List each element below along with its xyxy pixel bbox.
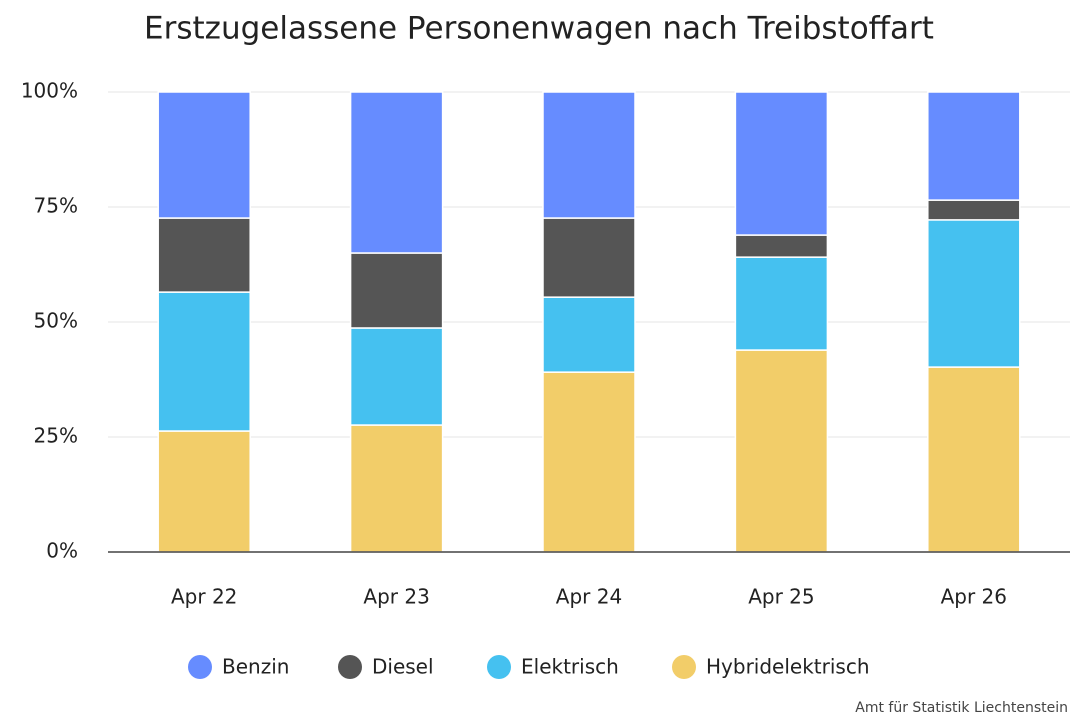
bar-segment [927, 366, 1021, 553]
bar-segment [157, 291, 251, 432]
legend-label: Hybridelektrisch [706, 655, 870, 679]
x-tick-label: Apr 23 [363, 585, 429, 609]
x-tick-label: Apr 26 [941, 585, 1007, 609]
legend-marker [672, 655, 696, 679]
x-tick-label: Apr 25 [748, 585, 814, 609]
bar-segment [734, 234, 829, 258]
bar-segment [542, 91, 636, 219]
bar-segment [542, 296, 636, 373]
y-tick-label: 0% [46, 539, 78, 563]
bar-segment [157, 430, 251, 553]
y-tick-label: 75% [34, 194, 78, 218]
y-tick-label: 100% [21, 79, 78, 103]
bar-segment [349, 424, 444, 553]
x-tick-label: Apr 24 [556, 585, 622, 609]
chart-title: Erstzugelassene Personenwagen nach Treib… [144, 11, 934, 47]
y-tick-label: 50% [34, 309, 78, 333]
bar-segment [542, 217, 636, 298]
x-tick-label: Apr 22 [171, 585, 237, 609]
bar-segment [734, 91, 829, 236]
bar-segment [927, 219, 1021, 368]
bar-segment [542, 371, 636, 553]
bar-segment [349, 91, 444, 254]
legend-marker [338, 655, 362, 679]
y-tick-label: 25% [34, 424, 78, 448]
bar-segment [927, 91, 1021, 201]
bar-segment [734, 256, 829, 351]
legend-label: Diesel [372, 655, 434, 679]
bar-segment [157, 217, 251, 293]
bar-segment [349, 327, 444, 426]
legend-label: Elektrisch [521, 655, 619, 679]
bar-segment [349, 252, 444, 329]
bar-segment [157, 91, 251, 219]
legend-marker [487, 655, 511, 679]
legend-label: Benzin [222, 655, 289, 679]
bar-segment [734, 349, 829, 553]
legend-marker [188, 655, 212, 679]
bar-segment [927, 199, 1021, 221]
source: Amt für Statistik Liechtenstein [855, 700, 1068, 716]
